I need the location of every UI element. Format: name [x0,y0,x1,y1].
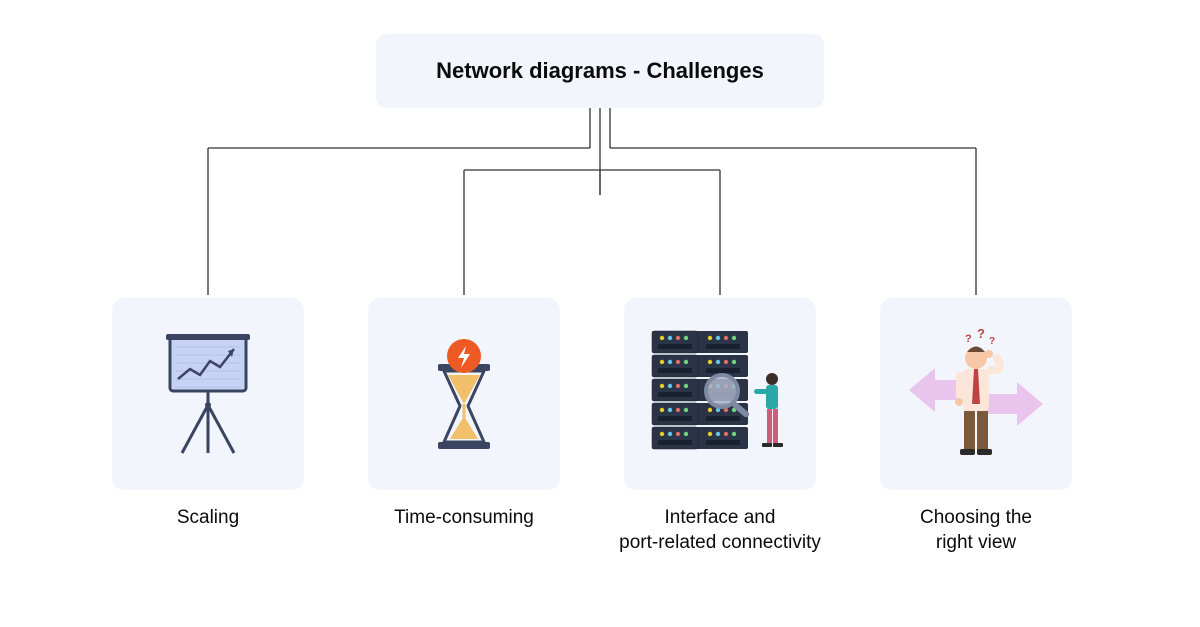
label-scaling: Scaling [112,506,304,531]
svg-text:?: ? [989,336,995,347]
hourglass-icon [414,334,514,454]
card-scaling [112,298,304,490]
svg-text:?: ? [965,333,972,345]
diagram-title-box: Network diagrams - Challenges [376,34,824,108]
svg-text:?: ? [977,326,985,341]
card-choosing: ? ? ? [880,298,1072,490]
card-time [368,298,560,490]
diagram-title: Network diagrams - Challenges [436,58,764,84]
label-interface: Interface andport-related connectivity [584,506,856,555]
label-time: Time-consuming [368,506,560,531]
confused-person-icon: ? ? ? [901,324,1051,464]
server-rack-icon [640,319,800,469]
label-choosing: Choosing theright view [880,506,1072,555]
card-interface [624,298,816,490]
scaling-chart-icon [148,329,268,459]
